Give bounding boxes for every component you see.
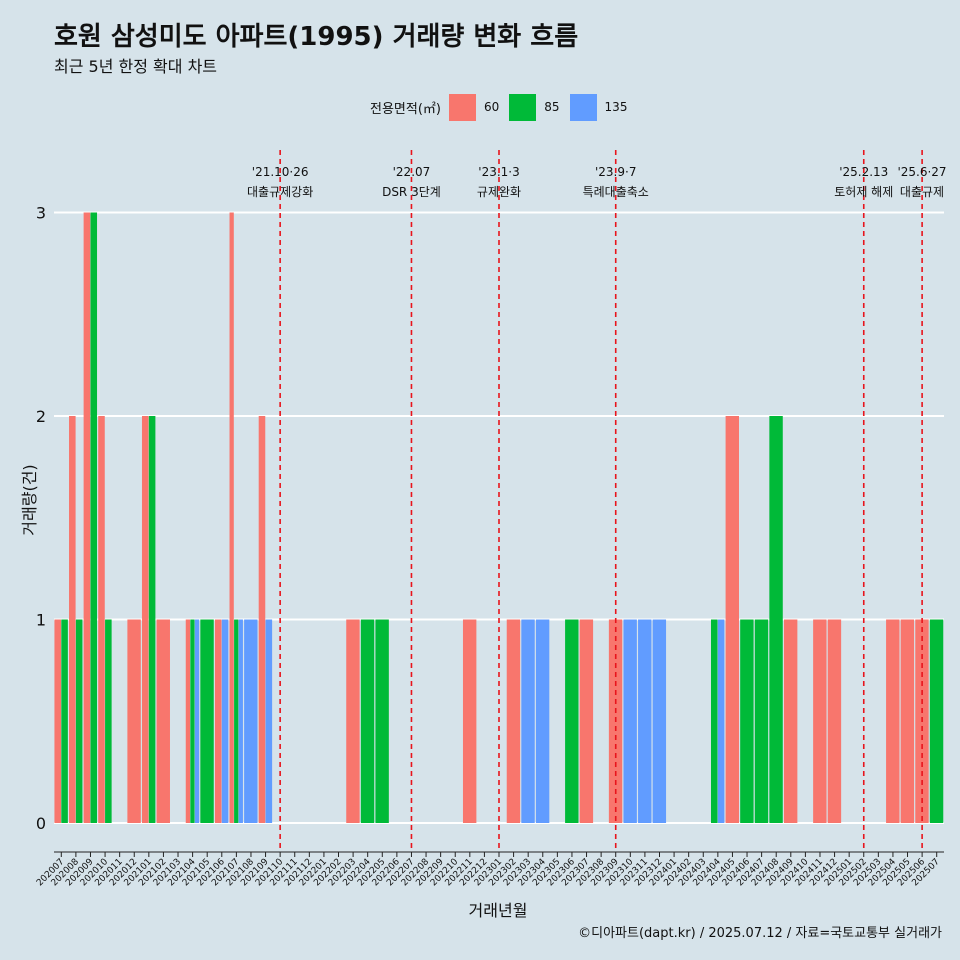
bar-85-202404 xyxy=(710,619,718,823)
bar-85-202101 xyxy=(148,416,156,823)
bar-135-202310 xyxy=(623,619,637,823)
annotation-date: '23.1·3 xyxy=(478,165,519,179)
bar-135-202311 xyxy=(638,619,652,823)
bar-60-202211 xyxy=(462,619,477,823)
bar-60-202012 xyxy=(127,619,141,823)
bar-60-202107 xyxy=(229,212,234,823)
bar-60-202008 xyxy=(69,416,76,823)
bar-60-202412 xyxy=(827,619,842,823)
bar-60-202504 xyxy=(886,619,900,823)
bar-60-202010 xyxy=(98,416,105,823)
annotation-date: '23.9·7 xyxy=(595,165,636,179)
bar-135-202109 xyxy=(265,619,273,823)
bar-85-202407 xyxy=(754,619,769,823)
y-axis-label: 거래량(건) xyxy=(20,464,39,536)
y-tick-label: 2 xyxy=(36,407,46,426)
bar-85-202406 xyxy=(740,619,754,823)
bar-60-202505 xyxy=(900,619,915,823)
legend-key-135 xyxy=(569,93,597,121)
bar-60-202007 xyxy=(54,619,61,823)
bar-60-202409 xyxy=(783,619,798,823)
bar-60-202104 xyxy=(185,619,191,823)
legend: 전용면적(㎡) 60 85 135 xyxy=(370,93,637,121)
y-tick-label: 1 xyxy=(36,611,46,630)
bar-135-202312 xyxy=(652,619,667,823)
bar-85-202408 xyxy=(769,416,783,823)
annotation-label: 대출규제강화 xyxy=(247,185,313,199)
bar-85-202010 xyxy=(105,619,112,823)
bar-85-202009 xyxy=(90,212,98,823)
annotation-label: 특례대출축소 xyxy=(583,185,649,199)
annotation-date: '25.2.13 xyxy=(839,165,888,179)
legend-title: 전용면적(㎡) xyxy=(370,101,441,117)
bar-60-202411 xyxy=(813,619,827,823)
bar-60-202101 xyxy=(141,416,149,823)
legend-label-60: 60 xyxy=(483,100,500,114)
bar-135-202108 xyxy=(244,619,258,823)
bar-135-202107 xyxy=(238,619,243,823)
bar-135-202104 xyxy=(194,619,200,823)
chart-subtitle: 최근 5년 한정 확대 차트 xyxy=(54,57,218,76)
legend-key-60 xyxy=(448,93,476,121)
legend-label-85: 85 xyxy=(544,100,560,114)
bar-60-202009 xyxy=(83,212,91,823)
bar-85-202107 xyxy=(234,619,239,823)
bar-85-202306 xyxy=(565,619,579,823)
bar-60-202109 xyxy=(258,416,266,823)
y-tick-label: 0 xyxy=(36,814,46,833)
bar-85-202105 xyxy=(200,619,214,823)
annotation-label: 규제완화 xyxy=(477,185,521,199)
x-axis-label: 거래년월 xyxy=(468,901,528,920)
bar-60-202307 xyxy=(579,619,594,823)
annotation-date: '25.6·27 xyxy=(897,165,946,179)
bar-60-202302 xyxy=(506,619,521,823)
bar-85-202007 xyxy=(61,619,68,823)
annotation-label: DSR 3단계 xyxy=(382,185,441,199)
bar-85-202008 xyxy=(75,619,83,823)
bar-85-202204 xyxy=(360,619,375,823)
bar-85-202104 xyxy=(190,619,195,823)
bar-60-202203 xyxy=(346,619,360,823)
bar-60-202405 xyxy=(725,416,739,823)
bar-85-202507 xyxy=(929,619,944,823)
bar-135-202304 xyxy=(535,619,550,823)
bar-60-202102 xyxy=(156,619,170,823)
y-tick-label: 3 xyxy=(36,204,46,223)
bar-135-202106 xyxy=(221,619,229,823)
annotation-label: 토허제 해제 xyxy=(834,185,893,199)
legend-key-85 xyxy=(509,93,537,121)
bar-60-202106 xyxy=(214,619,222,823)
annotation-date: '21.10·26 xyxy=(252,165,309,179)
legend-label-135: 135 xyxy=(604,100,628,114)
chart-title: 호원 삼성미도 아파트(1995) 거래량 변화 흐름 xyxy=(54,22,579,52)
bar-85-202205 xyxy=(375,619,389,823)
bar-135-202404 xyxy=(717,619,725,823)
annotation-label: 대출규제 xyxy=(900,185,944,199)
bar-135-202303 xyxy=(521,619,535,823)
source-caption: ©디아파트(dapt.kr) / 2025.07.12 / 자료=국토교통부 실… xyxy=(578,926,942,941)
annotation-date: '22.07 xyxy=(393,165,431,179)
